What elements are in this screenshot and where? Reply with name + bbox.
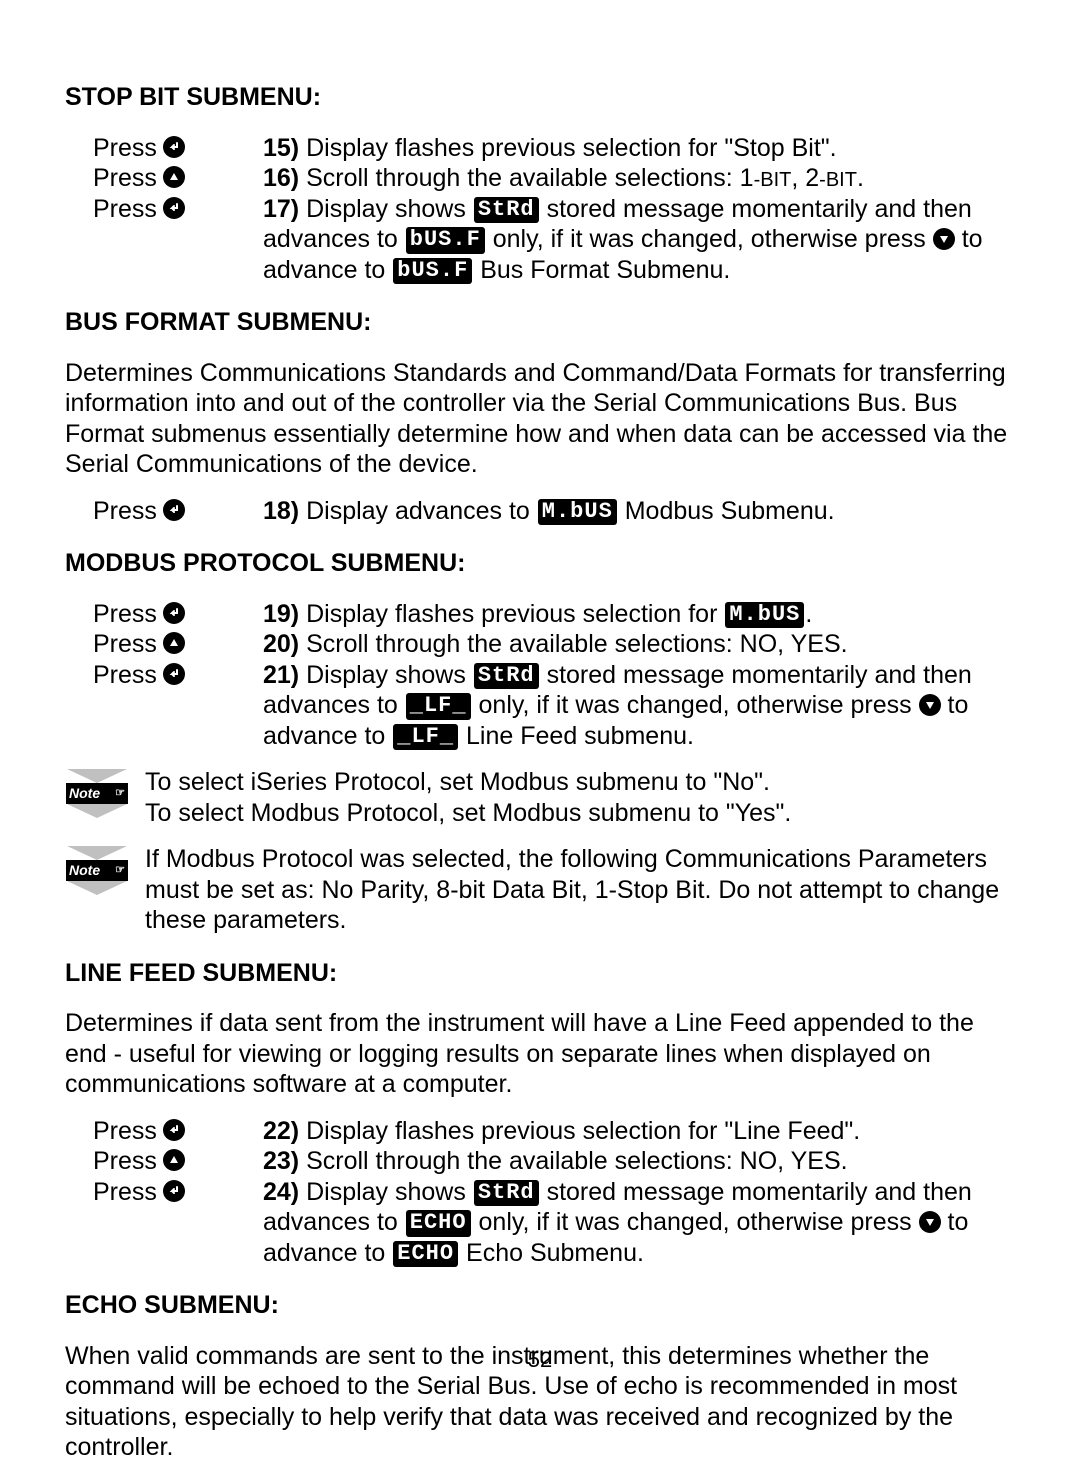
t: Bus Format Submenu. (473, 256, 730, 284)
t: Modbus Submenu. (618, 497, 835, 525)
up-icon (163, 632, 185, 654)
step-17: Press 17) Display shows StRd stored mess… (93, 194, 1015, 286)
enter-icon (163, 1119, 185, 1141)
step-num: 15) (263, 134, 299, 162)
up-icon (163, 166, 185, 188)
step-24: Press 24) Display shows StRd stored mess… (93, 1177, 1015, 1269)
step-23: Press 23) Scroll through the available s… (93, 1146, 1015, 1177)
display-chip: StRd (474, 663, 539, 689)
t: Scroll through the available selections:… (299, 1147, 847, 1175)
press-label: Press (93, 629, 157, 660)
t: Line Feed submenu. (459, 722, 694, 750)
press-label: Press (93, 1116, 157, 1147)
t: Display flashes previous selection for (299, 600, 724, 628)
stop-bit-steps: Press 15) Display flashes previous selec… (93, 133, 1015, 286)
opt-sub: -BIT (819, 169, 857, 191)
note-line: To select iSeries Protocol, set Modbus s… (145, 767, 1015, 798)
modbus-heading: MODBUS PROTOCOL SUBMENU: (65, 548, 1015, 579)
opt: 2 (805, 164, 819, 192)
press-label: Press (93, 133, 157, 164)
t: only, if it was changed, otherwise press (486, 225, 933, 253)
step-21: Press 21) Display shows StRd stored mess… (93, 660, 1015, 752)
t: only, if it was changed, otherwise press (472, 1208, 919, 1236)
t: Display advances to (299, 497, 537, 525)
step-num: 17) (263, 195, 299, 223)
step-text: Scroll through the available selections: (299, 164, 740, 192)
t: Scroll through the available selections:… (299, 630, 847, 658)
display-chip: ECHO (393, 1241, 458, 1267)
bus-format-steps: Press 18) Display advances to M.bUS Modb… (93, 496, 1015, 527)
enter-icon (163, 1180, 185, 1202)
step-16: Press 16) Scroll through the available s… (93, 163, 1015, 194)
enter-icon (163, 499, 185, 521)
t: Display flashes previous selection for "… (299, 1117, 860, 1145)
enter-icon (163, 602, 185, 624)
press-label: Press (93, 1146, 157, 1177)
enter-icon (163, 136, 185, 158)
note-icon: Note☞ (65, 769, 129, 818)
bus-format-heading: BUS FORMAT SUBMENU: (65, 307, 1015, 338)
tail: . (857, 164, 864, 192)
press-label: Press (93, 496, 157, 527)
down-icon (919, 694, 941, 716)
echo-heading: ECHO SUBMENU: (65, 1290, 1015, 1321)
step-num: 16) (263, 164, 299, 192)
display-chip: StRd (474, 197, 539, 223)
modbus-steps: Press 19) Display flashes previous selec… (93, 599, 1015, 752)
step-num: 22) (263, 1117, 299, 1145)
note-1: Note☞ To select iSeries Protocol, set Mo… (65, 765, 1015, 828)
step-num: 20) (263, 630, 299, 658)
t: only, if it was changed, otherwise press (472, 691, 919, 719)
note-text: If Modbus Protocol was selected, the fol… (145, 842, 1015, 936)
down-icon (919, 1211, 941, 1233)
step-15: Press 15) Display flashes previous selec… (93, 133, 1015, 164)
stop-bit-heading: STOP BIT SUBMENU: (65, 82, 1015, 113)
line-feed-para: Determines if data sent from the instrum… (65, 1008, 1015, 1100)
line-feed-steps: Press 22) Display flashes previous selec… (93, 1116, 1015, 1269)
step-num: 23) (263, 1147, 299, 1175)
display-chip: ECHO (406, 1210, 471, 1236)
sep: , (791, 164, 805, 192)
display-chip: bUS.F (393, 258, 472, 284)
enter-icon (163, 197, 185, 219)
line-feed-heading: LINE FEED SUBMENU: (65, 958, 1015, 989)
step-num: 19) (263, 600, 299, 628)
step-num: 18) (263, 497, 299, 525)
up-icon (163, 1149, 185, 1171)
page-number: 52 (0, 1347, 1080, 1374)
press-label: Press (93, 194, 157, 225)
step-18: Press 18) Display advances to M.bUS Modb… (93, 496, 1015, 527)
display-chip: bUS.F (406, 227, 485, 253)
note-icon: Note☞ (65, 846, 129, 895)
display-chip: StRd (474, 1180, 539, 1206)
opt-sub: -BIT (754, 169, 792, 191)
bus-format-para: Determines Communications Standards and … (65, 358, 1015, 480)
down-icon (933, 228, 955, 250)
opt: 1 (740, 164, 754, 192)
t: Echo Submenu. (459, 1239, 644, 1267)
t: Display shows (299, 1178, 473, 1206)
enter-icon (163, 663, 185, 685)
t: Display shows (299, 195, 473, 223)
step-20: Press 20) Scroll through the available s… (93, 629, 1015, 660)
step-num: 21) (263, 661, 299, 689)
press-label: Press (93, 599, 157, 630)
display-chip: _LF_ (406, 693, 471, 719)
t: . (805, 600, 812, 628)
display-chip: M.bUS (538, 499, 617, 525)
press-label: Press (93, 163, 157, 194)
note-2: Note☞ If Modbus Protocol was selected, t… (65, 842, 1015, 936)
step-19: Press 19) Display flashes previous selec… (93, 599, 1015, 630)
step-num: 24) (263, 1178, 299, 1206)
press-label: Press (93, 660, 157, 691)
t: Display shows (299, 661, 473, 689)
note-line: To select Modbus Protocol, set Modbus su… (145, 798, 1015, 829)
display-chip: _LF_ (393, 724, 458, 750)
step-text: Display flashes previous selection for "… (299, 134, 836, 162)
press-label: Press (93, 1177, 157, 1208)
display-chip: M.bUS (725, 602, 804, 628)
step-22: Press 22) Display flashes previous selec… (93, 1116, 1015, 1147)
